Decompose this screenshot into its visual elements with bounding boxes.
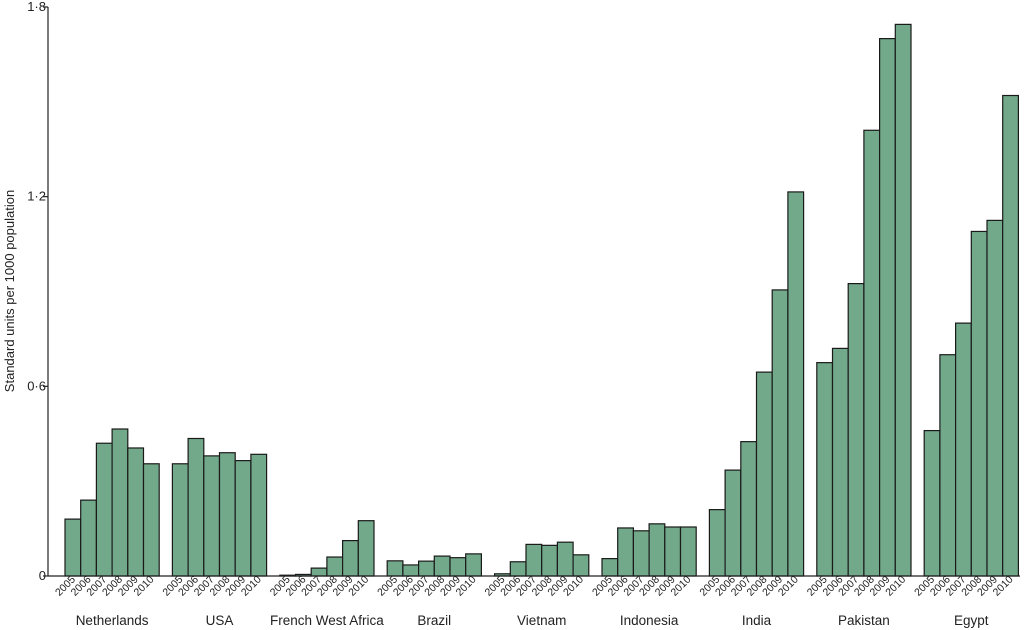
axes xyxy=(47,7,1020,577)
bar xyxy=(234,460,252,577)
bar xyxy=(954,322,972,577)
bar xyxy=(847,283,865,577)
bar xyxy=(433,555,451,577)
bar xyxy=(187,437,205,577)
bar xyxy=(64,518,82,577)
bar xyxy=(556,541,574,577)
bar xyxy=(923,429,941,577)
bar xyxy=(402,564,420,577)
bar xyxy=(617,527,635,577)
bar xyxy=(740,441,758,577)
bar xyxy=(970,230,988,577)
bar xyxy=(724,469,742,577)
bar xyxy=(601,558,619,577)
bar xyxy=(509,561,527,577)
category-label: Brazil xyxy=(417,613,451,628)
bar xyxy=(664,526,682,577)
bar xyxy=(708,509,726,577)
y-axis-ticks: 0 0·6 1·2 1·8 xyxy=(27,0,48,583)
y-axis-title: Standard units per 1000 population xyxy=(2,190,17,392)
category-label: Indonesia xyxy=(620,613,679,628)
y-tick-label: 1·2 xyxy=(27,189,46,204)
bar xyxy=(572,554,590,577)
bar xyxy=(816,362,834,577)
bar xyxy=(525,543,543,577)
bar xyxy=(939,354,957,577)
bar xyxy=(127,447,145,577)
bar xyxy=(648,523,666,577)
category-label: USA xyxy=(206,613,234,628)
category-label: French West Africa xyxy=(270,613,384,628)
bar xyxy=(679,526,697,577)
bar xyxy=(95,442,113,577)
y-tick-label: 0 xyxy=(39,568,46,583)
bar xyxy=(250,453,268,577)
bar xyxy=(1002,94,1020,577)
bar xyxy=(203,455,221,577)
category-label: India xyxy=(742,613,772,628)
category-label: Netherlands xyxy=(76,613,149,628)
category-label: Egypt xyxy=(954,613,989,628)
bar xyxy=(465,553,483,577)
bars-layer xyxy=(64,23,1020,577)
bar xyxy=(986,219,1004,577)
y-tick-label: 0·6 xyxy=(27,378,46,393)
bar xyxy=(80,499,97,577)
y-tick-label: 1·8 xyxy=(27,0,46,14)
bar xyxy=(111,428,129,577)
bar xyxy=(142,463,160,577)
bar xyxy=(418,560,435,577)
bar xyxy=(632,530,650,577)
category-label: Vietnam xyxy=(517,613,566,628)
bar xyxy=(787,191,805,577)
bar xyxy=(386,560,404,577)
bar xyxy=(863,129,881,577)
category-label: Pakistan xyxy=(838,613,890,628)
x-axis-labels: 200520062007200820092010Netherlands20052… xyxy=(53,574,1016,628)
bar xyxy=(449,557,467,577)
bar xyxy=(171,463,189,577)
bar xyxy=(218,452,236,577)
bar xyxy=(541,544,559,577)
bar xyxy=(894,23,912,577)
bar xyxy=(357,520,375,577)
bar xyxy=(771,289,789,577)
bar xyxy=(326,556,344,577)
bar xyxy=(342,539,359,577)
bar xyxy=(755,371,773,577)
bar xyxy=(831,347,849,577)
bar xyxy=(878,38,896,577)
